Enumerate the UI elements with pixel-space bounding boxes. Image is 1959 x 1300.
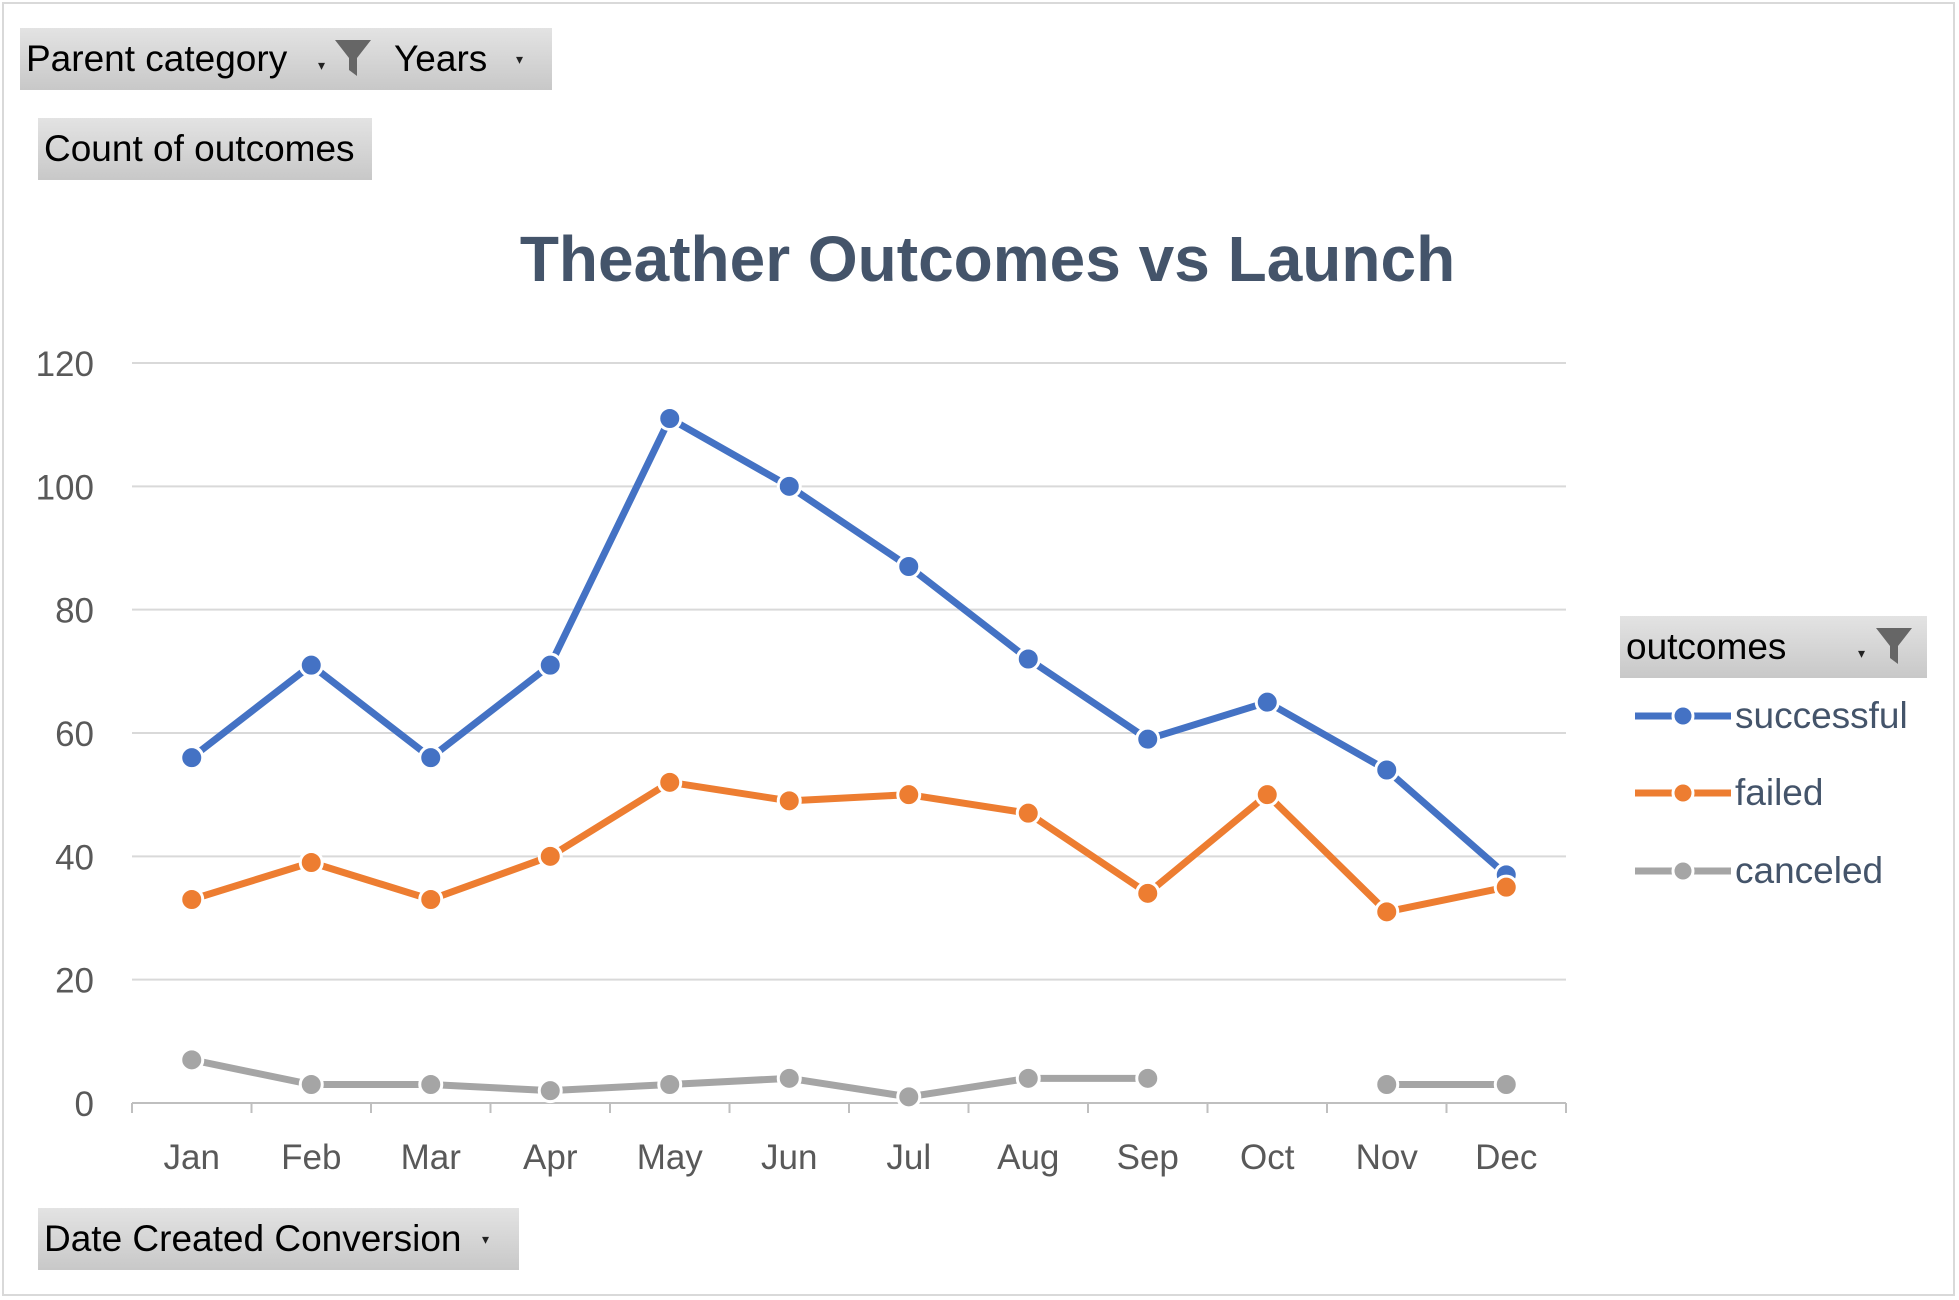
data-point-canceled [1493, 1072, 1519, 1097]
x-tick-label: Dec [1475, 1138, 1537, 1177]
data-point-canceled [1135, 1065, 1161, 1091]
years-filter-button[interactable]: Years ▾ [388, 28, 552, 90]
data-point-canceled [1015, 1065, 1041, 1091]
series-line-successful [188, 415, 1510, 879]
count-of-outcomes-label: Count of outcomes [44, 128, 355, 169]
x-tick-label: Apr [523, 1138, 578, 1177]
data-point-successful [418, 745, 444, 771]
date-created-conversion-button[interactable]: Date Created Conversion ▾ [38, 1208, 519, 1270]
data-point-successful [1015, 646, 1041, 672]
y-tick-label: 0 [75, 1085, 94, 1124]
data-point-canceled [896, 1084, 922, 1110]
dropdown-arrow-icon: ▾ [482, 1231, 490, 1247]
legend-marker-failed [1635, 781, 1731, 805]
legend-label-successful: successful [1735, 695, 1908, 736]
data-point-failed [776, 788, 802, 814]
legend-item-canceled[interactable]: canceled [1633, 848, 1883, 894]
data-point-canceled [537, 1078, 563, 1104]
y-tick-label: 20 [55, 962, 94, 1001]
x-tick-label: Jan [164, 1138, 220, 1177]
x-tick-label: Aug [997, 1138, 1059, 1177]
x-tick-label: Nov [1356, 1138, 1419, 1177]
data-point-failed [1493, 874, 1519, 900]
data-point-failed [179, 887, 205, 912]
funnel-icon [1876, 628, 1912, 664]
data-point-canceled [179, 1047, 205, 1073]
data-point-failed [537, 843, 563, 869]
data-point-failed [418, 887, 444, 912]
x-tick-label: May [637, 1138, 704, 1177]
count-of-outcomes-button[interactable]: Count of outcomes [38, 118, 372, 180]
data-point-failed [896, 782, 922, 808]
x-tick-label: Sep [1117, 1138, 1179, 1177]
data-point-canceled [776, 1065, 802, 1091]
data-point-successful [298, 652, 324, 678]
outcomes-filter-button[interactable]: outcomes ▾ [1620, 616, 1927, 678]
date-created-conversion-label: Date Created Conversion [44, 1218, 462, 1259]
legend-item-failed[interactable]: failed [1633, 770, 1823, 816]
data-point-successful [179, 745, 205, 771]
data-point-canceled [298, 1072, 324, 1097]
y-tick-label: 60 [55, 715, 94, 754]
data-point-failed [1254, 782, 1280, 808]
data-point-successful [1135, 726, 1161, 752]
x-tick-label: Jun [761, 1138, 817, 1177]
data-point-canceled [1374, 1072, 1400, 1097]
legend-item-successful[interactable]: successful [1633, 693, 1908, 739]
y-tick-label: 100 [36, 468, 94, 507]
y-tick-label: 80 [55, 592, 94, 631]
x-tick-label: Oct [1240, 1138, 1295, 1177]
y-tick-label: 120 [36, 345, 94, 384]
data-point-failed [298, 850, 324, 875]
data-point-successful [537, 652, 563, 678]
legend-marker-successful [1635, 704, 1731, 728]
legend-marker-canceled [1635, 859, 1731, 883]
data-point-canceled [657, 1072, 683, 1097]
x-tick-label: Jul [886, 1138, 931, 1177]
series-line-failed [188, 778, 1510, 916]
data-point-failed [1135, 880, 1161, 906]
data-point-successful [1254, 689, 1280, 715]
legend-label-failed: failed [1735, 772, 1824, 813]
dropdown-arrow-icon: ▾ [516, 51, 524, 67]
dropdown-arrow-icon: ▾ [1858, 645, 1866, 661]
chart-title: Theather Outcomes vs Launch [519, 223, 1456, 295]
data-point-canceled [418, 1072, 444, 1097]
parent-category-label: Parent category [26, 38, 288, 79]
data-point-failed [657, 769, 683, 795]
y-tick-label: 40 [55, 838, 94, 877]
x-tick-label: Mar [401, 1138, 462, 1177]
x-tick-label: Feb [281, 1138, 341, 1177]
data-point-successful [657, 406, 683, 431]
legend-label-canceled: canceled [1735, 850, 1884, 891]
outcomes-field-label: outcomes [1626, 626, 1787, 667]
funnel-icon [335, 40, 371, 76]
data-point-successful [896, 554, 922, 579]
parent-category-filter-button[interactable]: Parent category ▾ [20, 28, 388, 90]
data-point-failed [1374, 899, 1400, 925]
years-label: Years [394, 38, 488, 79]
data-point-failed [1015, 800, 1041, 826]
data-point-successful [776, 473, 802, 499]
data-point-successful [1374, 757, 1400, 783]
dropdown-arrow-icon: ▾ [318, 57, 326, 73]
